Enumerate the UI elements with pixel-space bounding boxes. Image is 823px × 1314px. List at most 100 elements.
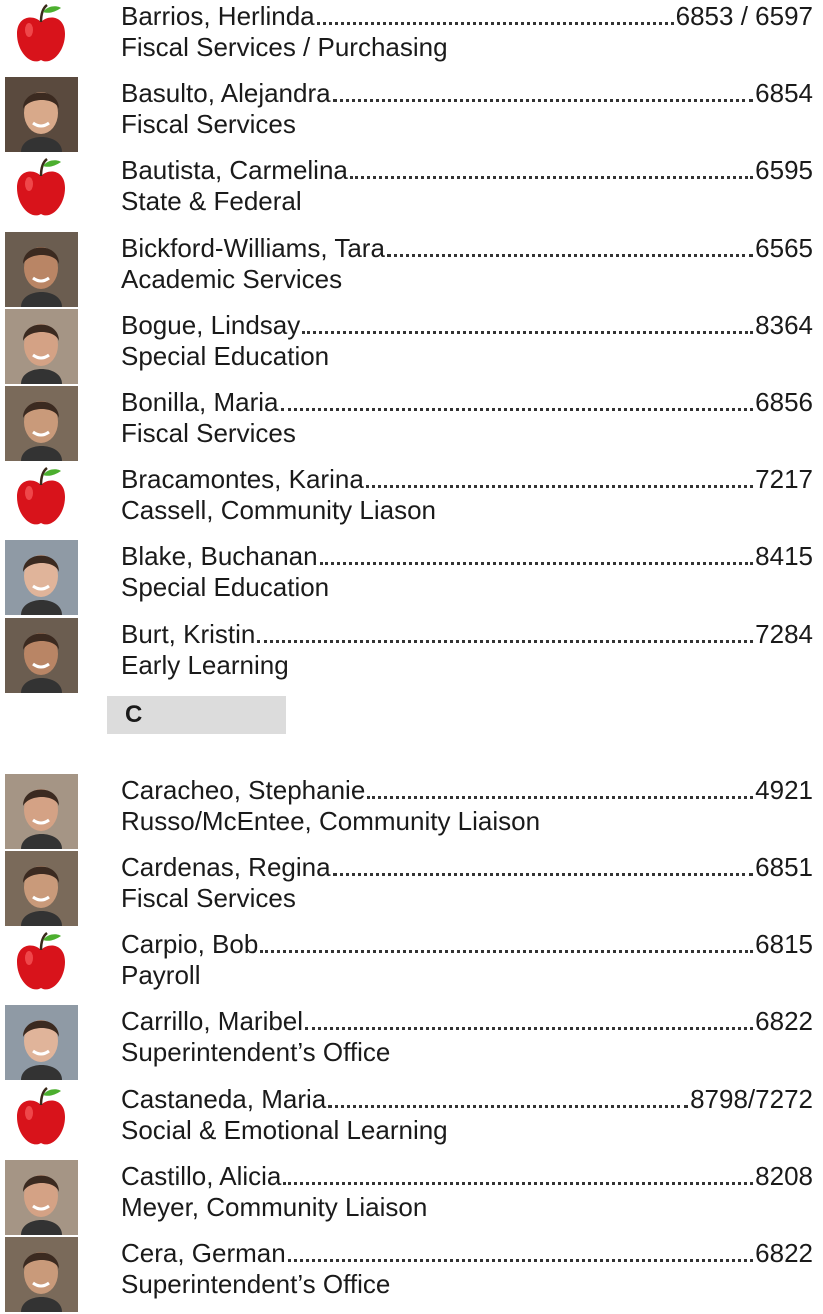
entry-line: Castillo, Alicia 8208 xyxy=(121,1160,813,1192)
staff-photo xyxy=(5,232,78,307)
staff-photo xyxy=(5,1005,78,1080)
department: Academic Services xyxy=(121,263,342,295)
entry-line: Bracamontes, Karina 7217 xyxy=(121,463,813,495)
department: Special Education xyxy=(121,340,329,372)
dot-leader xyxy=(328,1105,688,1108)
staff-name: Bonilla, Maria xyxy=(121,386,279,418)
department: Payroll xyxy=(121,959,200,991)
department: Early Learning xyxy=(121,649,289,681)
staff-name: Bautista, Carmelina xyxy=(121,154,348,186)
department: Fiscal Services xyxy=(121,417,296,449)
directory-entry: Cardenas, Regina 6851 Fiscal Services xyxy=(0,851,823,928)
dot-leader xyxy=(366,485,753,488)
staff-name: Bickford-Williams, Tara xyxy=(121,232,385,264)
dot-leader xyxy=(333,873,754,876)
section-heading: C xyxy=(107,696,286,734)
department: State & Federal xyxy=(121,185,302,217)
entry-line: Caracheo, Stephanie 4921 xyxy=(121,774,813,806)
dot-leader xyxy=(387,254,753,257)
staff-photo xyxy=(5,1237,78,1312)
staff-name: Basulto, Alejandra xyxy=(121,77,331,109)
staff-name: Carrillo, Maribel xyxy=(121,1005,303,1037)
dot-leader xyxy=(367,796,753,799)
staff-name: Castaneda, Maria xyxy=(121,1083,326,1115)
dot-leader xyxy=(305,1027,753,1030)
dot-leader xyxy=(350,176,753,179)
apple-icon xyxy=(5,463,78,538)
directory-entry: Cera, German 6822 Superintendent’s Office xyxy=(0,1237,823,1314)
extension: 8364 xyxy=(755,309,813,341)
entry-line: Bickford-Williams, Tara 6565 xyxy=(121,232,813,264)
staff-photo xyxy=(5,851,78,926)
staff-name: Bracamontes, Karina xyxy=(121,463,364,495)
department: Meyer, Community Liaison xyxy=(121,1191,427,1223)
department: Fiscal Services xyxy=(121,882,296,914)
staff-name: Caracheo, Stephanie xyxy=(121,774,365,806)
staff-name: Barrios, Herlinda xyxy=(121,0,315,32)
apple-icon xyxy=(5,0,78,75)
directory-entry: Bautista, Carmelina 6595 State & Federal xyxy=(0,154,823,231)
staff-photo xyxy=(5,309,78,384)
extension: 7284 xyxy=(755,618,813,650)
staff-name: Castillo, Alicia xyxy=(121,1160,281,1192)
entry-line: Carrillo, Maribel 6822 xyxy=(121,1005,813,1037)
directory-entry: Bonilla, Maria 6856 Fiscal Services xyxy=(0,386,823,463)
entry-line: Basulto, Alejandra 6854 xyxy=(121,77,813,109)
entry-line: Cardenas, Regina 6851 xyxy=(121,851,813,883)
department: Superintendent’s Office xyxy=(121,1268,390,1300)
department: Russo/McEntee, Community Liaison xyxy=(121,805,540,837)
directory-entry: Bickford-Williams, Tara 6565 Academic Serv… xyxy=(0,232,823,309)
staff-photo xyxy=(5,77,78,152)
staff-photo xyxy=(5,386,78,461)
entry-line: Cera, German 6822 xyxy=(121,1237,813,1269)
directory-entry: Castillo, Alicia 8208 Meyer, Community Lia… xyxy=(0,1160,823,1237)
staff-name: Bogue, Lindsay xyxy=(121,309,300,341)
dot-leader xyxy=(317,22,674,25)
directory-entry: Castaneda, Maria 8798/7272 Social & Emotio… xyxy=(0,1083,823,1160)
extension: 7217 xyxy=(755,463,813,495)
staff-name: Cardenas, Regina xyxy=(121,851,331,883)
entry-line: Burt, Kristin 7284 xyxy=(121,618,813,650)
department: Special Education xyxy=(121,571,329,603)
directory-entry: Carrillo, Maribel 6822 Superintendent’s Of… xyxy=(0,1005,823,1082)
directory-page: Barrios, Herlinda 6853 / 6597 Fiscal Servi… xyxy=(0,0,823,1252)
staff-name: Cera, German xyxy=(121,1237,286,1269)
staff-photo xyxy=(5,540,78,615)
staff-name: Carpio, Bob xyxy=(121,928,258,960)
directory-entry: Burt, Kristin 7284 Early Learning xyxy=(0,618,823,695)
directory-entry: Bogue, Lindsay 8364 Special Education xyxy=(0,309,823,386)
department: Fiscal Services / Purchasing xyxy=(121,31,448,63)
extension: 6822 xyxy=(755,1005,813,1037)
department: Social & Emotional Learning xyxy=(121,1114,448,1146)
extension: 6856 xyxy=(755,386,813,418)
apple-icon xyxy=(5,1083,78,1158)
staff-name: Burt, Kristin xyxy=(121,618,255,650)
extension: 6595 xyxy=(755,154,813,186)
extension: 6565 xyxy=(755,232,813,264)
entry-line: Castaneda, Maria 8798/7272 xyxy=(121,1083,813,1115)
entry-line: Barrios, Herlinda 6853 / 6597 xyxy=(121,0,813,32)
extension: 6851 xyxy=(755,851,813,883)
dot-leader xyxy=(333,99,754,102)
extension: 4921 xyxy=(755,774,813,806)
extension: 6853 / 6597 xyxy=(676,0,813,32)
department: Superintendent’s Office xyxy=(121,1036,390,1068)
dot-leader xyxy=(320,562,754,565)
staff-photo xyxy=(5,774,78,849)
extension: 6854 xyxy=(755,77,813,109)
entry-line: Bogue, Lindsay 8364 xyxy=(121,309,813,341)
staff-photo xyxy=(5,1160,78,1235)
extension: 6822 xyxy=(755,1237,813,1269)
dot-leader xyxy=(288,1259,753,1262)
entry-line: Bautista, Carmelina 6595 xyxy=(121,154,813,186)
staff-photo xyxy=(5,618,78,693)
extension: 8208 xyxy=(755,1160,813,1192)
extension: 8798/7272 xyxy=(690,1083,813,1115)
directory-entry: Barrios, Herlinda 6853 / 6597 Fiscal Servi… xyxy=(0,0,823,77)
entry-line: Bonilla, Maria 6856 xyxy=(121,386,813,418)
directory-entry: Caracheo, Stephanie 4921 Russo/McEntee, Co… xyxy=(0,774,823,851)
